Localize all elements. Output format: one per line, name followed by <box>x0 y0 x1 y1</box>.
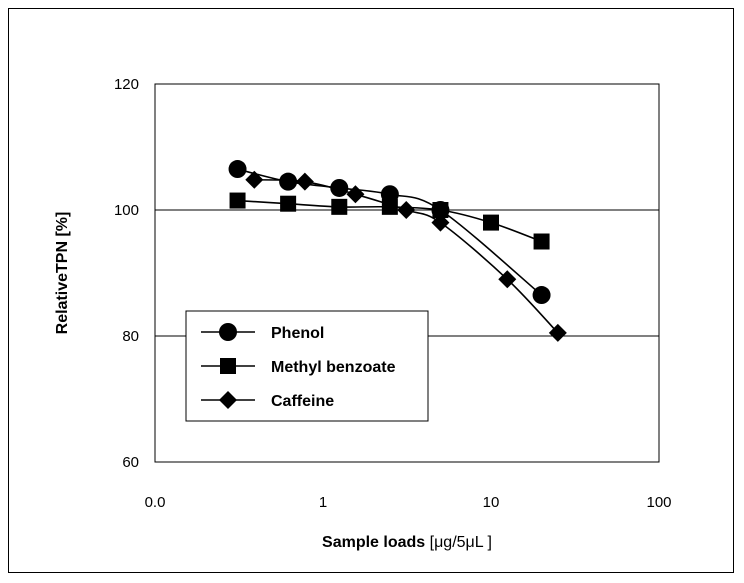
data-point-diamond <box>397 201 416 219</box>
data-point-square <box>381 198 398 215</box>
legend-label: Caffeine <box>271 393 334 410</box>
data-point-diamond <box>431 213 450 232</box>
y-tick-label: 120 <box>114 76 139 93</box>
data-point-square <box>331 198 348 215</box>
data-point-diamond <box>245 170 264 189</box>
legend-label: Phenol <box>271 325 324 342</box>
y-tick-label: 60 <box>122 454 139 471</box>
data-point-square <box>280 195 297 212</box>
x-tick-label: 1 <box>319 494 327 511</box>
y-tick-label: 80 <box>122 328 139 345</box>
data-point-square <box>229 192 246 209</box>
legend: Phenol Methyl benzoate Caffeine <box>185 310 429 422</box>
legend-label: Methyl benzoate <box>271 359 396 376</box>
y-tick-label: 100 <box>114 202 139 219</box>
plot-area <box>154 83 660 463</box>
data-point-circle <box>279 172 298 191</box>
data-point-square <box>432 202 449 218</box>
data-point-circle <box>228 160 247 179</box>
data-point-square <box>483 214 499 231</box>
x-tick-label: 100 <box>646 494 671 511</box>
data-point-diamond <box>498 270 517 289</box>
legend-marker-diamond <box>219 391 237 409</box>
data-point-circle <box>330 178 349 197</box>
tick-labels: 60 80 100 120 0.0 1 10 100 <box>114 76 672 511</box>
chart: 60 80 100 120 0.0 1 10 100 Sample loads [μg/5μL… <box>54 76 672 551</box>
data-point-square <box>533 233 550 250</box>
x-axis-title: Sample loads [μg/5μL ] <box>322 534 492 551</box>
legend-marker-circle <box>219 323 237 341</box>
x-tick-label: 0.0 <box>145 494 166 511</box>
legend-marker-square <box>220 358 236 374</box>
series-markers <box>228 160 567 342</box>
x-tick-label: 10 <box>483 494 500 511</box>
data-point-diamond <box>295 172 314 191</box>
data-point-diamond <box>346 185 365 204</box>
data-point-diamond <box>548 323 567 342</box>
y-axis-title: RelativeTPN [%] <box>54 212 71 335</box>
data-point-circle <box>532 286 551 305</box>
chart-frame: 60 80 100 120 0.0 1 10 100 Sample loads [μg/5μL… <box>8 8 734 573</box>
data-point-circle <box>380 185 399 204</box>
